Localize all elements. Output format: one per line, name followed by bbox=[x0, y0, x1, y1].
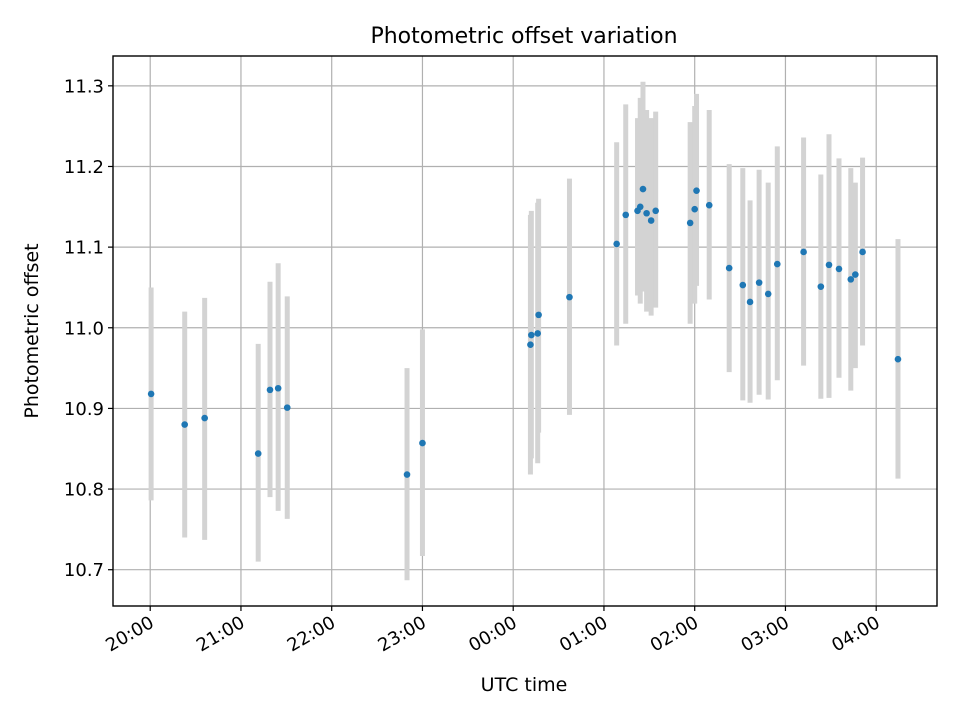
data-point bbox=[266, 386, 274, 394]
data-point bbox=[613, 240, 620, 248]
data-point bbox=[639, 185, 647, 193]
data-point bbox=[691, 205, 699, 213]
y-tick-label: 10.7 bbox=[64, 560, 104, 581]
data-point bbox=[693, 187, 700, 194]
x-axis-label: UTC time bbox=[481, 674, 568, 696]
data-point bbox=[528, 331, 535, 339]
data-point bbox=[534, 330, 542, 337]
data-point bbox=[755, 279, 763, 286]
data-point bbox=[403, 471, 411, 478]
data-point bbox=[274, 384, 282, 392]
data-point bbox=[283, 404, 291, 411]
y-tick-label: 11.1 bbox=[64, 238, 104, 259]
data-point bbox=[725, 264, 733, 272]
data-point bbox=[652, 207, 659, 215]
data-point bbox=[201, 414, 208, 422]
data-point bbox=[746, 298, 754, 306]
y-tick-label: 10.9 bbox=[64, 399, 104, 420]
data-point bbox=[686, 219, 694, 227]
data-point bbox=[527, 341, 534, 349]
data-point bbox=[636, 203, 644, 211]
data-point bbox=[739, 281, 747, 289]
data-point bbox=[647, 217, 655, 224]
data-point bbox=[847, 276, 855, 283]
data-point bbox=[566, 293, 573, 301]
chart-title: Photometric offset variation bbox=[370, 24, 677, 49]
data-point bbox=[825, 261, 833, 269]
data-point bbox=[254, 450, 262, 457]
data-point bbox=[817, 283, 825, 290]
y-tick-label: 11.3 bbox=[64, 76, 104, 97]
y-tick-label: 11.2 bbox=[64, 157, 104, 178]
y-axis-label: Photometric offset bbox=[21, 243, 43, 418]
y-axis-ticks: 10.7 10.8 10.9 11.0 11.1 11.2 11.3 bbox=[64, 76, 113, 581]
data-point bbox=[535, 311, 542, 319]
data-point bbox=[800, 248, 807, 256]
data-point bbox=[894, 355, 902, 363]
data-point bbox=[419, 439, 426, 447]
data-point bbox=[773, 260, 781, 268]
y-tick-label: 11.0 bbox=[64, 318, 104, 339]
data-point bbox=[181, 421, 188, 428]
data-point bbox=[622, 211, 630, 219]
data-point bbox=[147, 390, 155, 398]
data-point bbox=[835, 265, 843, 273]
data-point bbox=[859, 248, 866, 256]
data-point bbox=[643, 209, 650, 217]
y-tick-label: 10.8 bbox=[64, 480, 104, 501]
data-point bbox=[764, 290, 772, 298]
data-point-layer bbox=[147, 185, 902, 478]
grid-layer bbox=[113, 56, 937, 606]
data-point bbox=[852, 271, 859, 278]
data-point bbox=[705, 201, 713, 209]
plot-area-frame bbox=[112, 55, 938, 607]
